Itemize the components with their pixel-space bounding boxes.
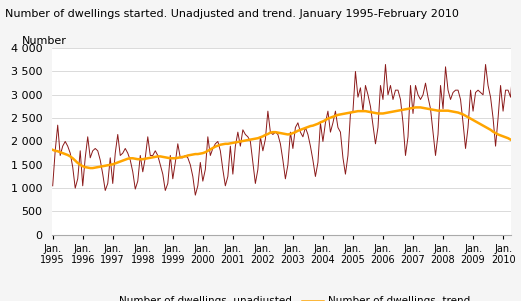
Line: Number of dwellings, trend: Number of dwellings, trend — [53, 107, 521, 168]
Number of dwellings, trend — [172, 157, 178, 160]
Legend: Number of dwellings, unadjusted, Number of dwellings, trend: Number of dwellings, unadjusted, Number … — [89, 292, 474, 301]
Number of dwellings, unadjusted — [120, 151, 126, 155]
Number of dwellings, trend — [277, 131, 283, 135]
Number of dwellings, unadjusted — [277, 142, 283, 146]
Number of dwellings, trend — [440, 109, 446, 113]
Number of dwellings, unadjusted — [170, 177, 176, 181]
Line: Number of dwellings, unadjusted: Number of dwellings, unadjusted — [53, 64, 521, 195]
Number of dwellings, unadjusted — [440, 107, 446, 110]
Number of dwellings, unadjusted — [382, 63, 389, 66]
Number of dwellings, trend — [245, 138, 251, 142]
Number of dwellings, trend — [122, 158, 128, 161]
Number of dwellings, trend — [87, 166, 93, 170]
Text: Number of dwellings started. Unadjusted and trend. January 1995-February 2010: Number of dwellings started. Unadjusted … — [5, 9, 459, 19]
Text: Number: Number — [22, 36, 67, 46]
Number of dwellings, trend — [413, 106, 419, 109]
Number of dwellings, unadjusted — [245, 135, 251, 138]
Number of dwellings, unadjusted — [49, 184, 56, 188]
Number of dwellings, unadjusted — [192, 193, 199, 197]
Number of dwellings, trend — [49, 148, 56, 152]
